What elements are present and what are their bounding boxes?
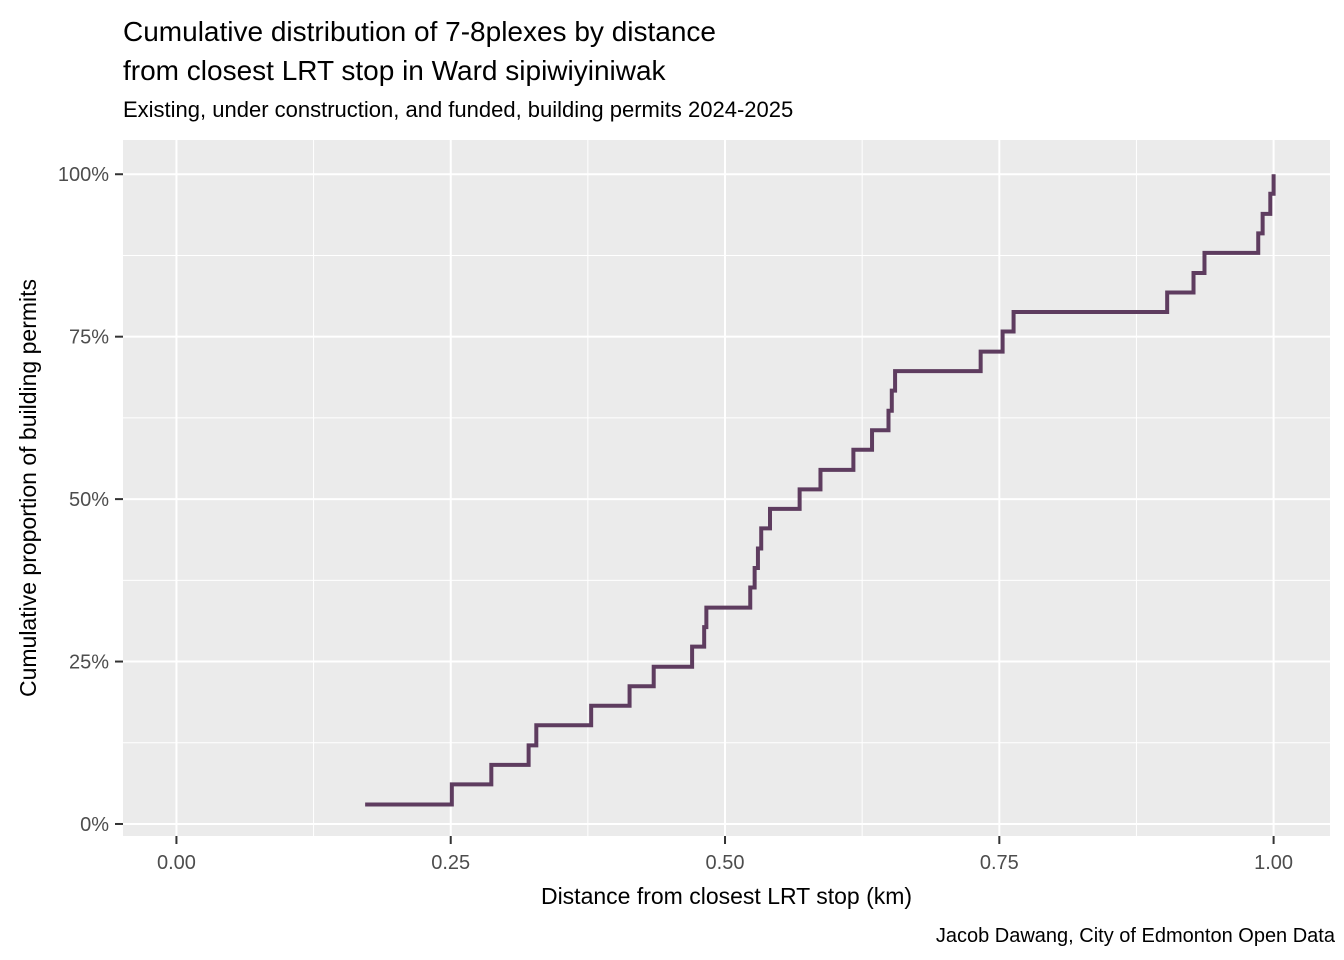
x-axis-title: Distance from closest LRT stop (km) bbox=[540, 883, 913, 909]
chart-subtitle: Existing, under construction, and funded… bbox=[123, 97, 794, 122]
plot-panel bbox=[123, 140, 1330, 836]
y-tick-label: 75% bbox=[69, 327, 109, 349]
y-axis-ticks bbox=[115, 173, 123, 825]
x-tick-label: 0.25 bbox=[431, 852, 470, 874]
chart-title: Cumulative distribution of 7-8plexes by … bbox=[123, 12, 716, 90]
chart-title-line2: from closest LRT stop in Ward sipiwiyini… bbox=[123, 55, 666, 86]
x-tick-label: 0.75 bbox=[980, 852, 1019, 874]
y-tick-label: 100% bbox=[58, 164, 109, 186]
chart-caption: Jacob Dawang, City of Edmonton Open Data bbox=[935, 925, 1335, 947]
chart-title-line1: Cumulative distribution of 7-8plexes by … bbox=[123, 16, 716, 47]
x-axis-tick-labels: 0.00 0.25 0.50 0.75 1.00 bbox=[157, 852, 1293, 874]
y-tick-label: 0% bbox=[80, 814, 109, 836]
y-tick-label: 50% bbox=[69, 489, 109, 511]
y-axis-tick-labels: 0% 25% 50% 75% 100% bbox=[58, 164, 109, 836]
ecdf-step-line bbox=[365, 174, 1276, 807]
y-tick-label: 25% bbox=[69, 652, 109, 674]
grid-major bbox=[123, 140, 1330, 836]
x-tick-label: 1.00 bbox=[1254, 852, 1293, 874]
x-tick-label: 0.00 bbox=[157, 852, 196, 874]
x-tick-label: 0.50 bbox=[706, 852, 745, 874]
y-axis-title: Cumulative proportion of building permit… bbox=[15, 278, 41, 698]
x-axis-ticks bbox=[175, 836, 1275, 844]
grid-minor bbox=[123, 140, 1330, 836]
